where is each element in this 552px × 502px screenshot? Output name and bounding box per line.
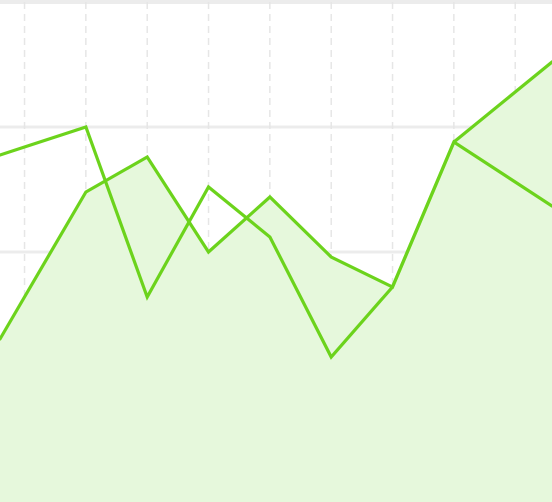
series-0-area	[0, 62, 552, 502]
area-layer	[0, 62, 552, 502]
series-1-line	[0, 124, 552, 360]
line-layer	[0, 60, 552, 360]
series-0-line	[0, 60, 552, 341]
